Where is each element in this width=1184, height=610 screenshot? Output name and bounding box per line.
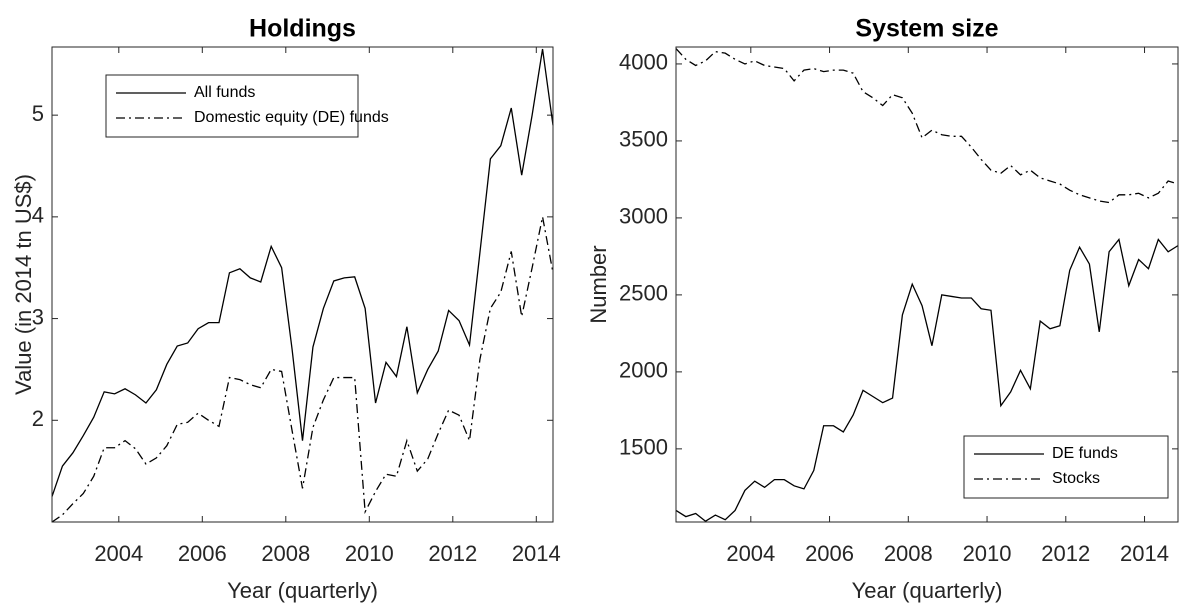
x-tick-label: 2010: [963, 541, 1012, 566]
y-tick-label: 4000: [619, 50, 668, 75]
x-tick-label: 2004: [726, 541, 775, 566]
y-tick-label: 1500: [619, 435, 668, 460]
x-tick-label: 2014: [512, 541, 561, 566]
y-tick-label: 2500: [619, 281, 668, 306]
y-axis-label: Number: [586, 245, 611, 323]
data-line: [675, 237, 1179, 523]
x-tick-label: 2006: [805, 541, 854, 566]
x-tick-label: 2008: [884, 541, 933, 566]
y-tick-label: 3500: [619, 127, 668, 152]
y-tick-label: 4: [32, 203, 44, 228]
y-tick-label: 3: [32, 304, 44, 329]
x-axis-label: Year (quarterly): [227, 578, 378, 603]
chart-title: Holdings: [249, 15, 356, 43]
legend-label: Stocks: [1052, 470, 1100, 487]
x-tick-label: 2006: [178, 541, 227, 566]
x-tick-label: 2004: [94, 541, 143, 566]
x-tick-label: 2014: [1120, 541, 1169, 566]
data-line: [51, 216, 554, 523]
legend-box: [105, 74, 359, 138]
x-tick-label: 2012: [1041, 541, 1090, 566]
x-tick-label: 2012: [428, 541, 477, 566]
y-tick-label: 5: [32, 101, 44, 126]
chart-title: System size: [855, 15, 998, 43]
data-line: [51, 48, 554, 497]
data-line: [675, 48, 1179, 204]
y-tick-label: 2: [32, 406, 44, 431]
legend-label: DE funds: [1052, 445, 1118, 462]
y-tick-label: 3000: [619, 204, 668, 229]
axes-box: [675, 46, 1179, 523]
legend-label: Domestic equity (DE) funds: [194, 109, 389, 126]
x-tick-label: 2010: [345, 541, 394, 566]
y-axis-label: Value (in 2014 tn US$): [11, 174, 36, 395]
axes-box: [51, 46, 554, 523]
y-tick-label: 2000: [619, 358, 668, 383]
x-tick-label: 2008: [261, 541, 310, 566]
legend-label: All funds: [194, 84, 255, 101]
legend-box: [963, 435, 1169, 499]
x-axis-label: Year (quarterly): [852, 578, 1003, 603]
